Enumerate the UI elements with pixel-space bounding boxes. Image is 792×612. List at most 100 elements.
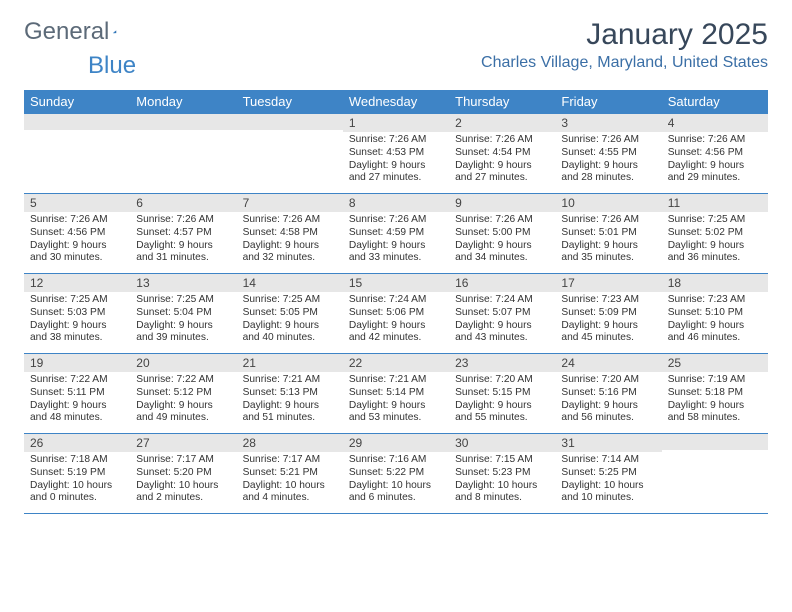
month-title: January 2025 [481,18,768,52]
day-number: 16 [449,274,555,292]
sail-icon [113,22,117,42]
day-details: Sunrise: 7:17 AMSunset: 5:20 PMDaylight:… [130,452,236,513]
day-number [24,114,130,130]
day-details: Sunrise: 7:26 AMSunset: 4:53 PMDaylight:… [343,132,449,193]
day-details: Sunrise: 7:26 AMSunset: 4:59 PMDaylight:… [343,212,449,273]
calendar-cell: 25Sunrise: 7:19 AMSunset: 5:18 PMDayligh… [662,353,768,433]
calendar-cell: 18Sunrise: 7:23 AMSunset: 5:10 PMDayligh… [662,273,768,353]
calendar-cell: 12Sunrise: 7:25 AMSunset: 5:03 PMDayligh… [24,273,130,353]
day-number: 24 [555,354,661,372]
day-details: Sunrise: 7:25 AMSunset: 5:05 PMDaylight:… [237,292,343,353]
day-number: 12 [24,274,130,292]
calendar-cell: 13Sunrise: 7:25 AMSunset: 5:04 PMDayligh… [130,273,236,353]
day-header-thursday: Thursday [449,90,555,113]
calendar-header-row: Sunday Monday Tuesday Wednesday Thursday… [24,90,768,113]
calendar-cell: 19Sunrise: 7:22 AMSunset: 5:11 PMDayligh… [24,353,130,433]
calendar-cell: 21Sunrise: 7:21 AMSunset: 5:13 PMDayligh… [237,353,343,433]
calendar-cell: 8Sunrise: 7:26 AMSunset: 4:59 PMDaylight… [343,193,449,273]
calendar-week: 26Sunrise: 7:18 AMSunset: 5:19 PMDayligh… [24,433,768,514]
calendar-table: Sunday Monday Tuesday Wednesday Thursday… [24,90,768,514]
day-details: Sunrise: 7:26 AMSunset: 5:00 PMDaylight:… [449,212,555,273]
day-number: 30 [449,434,555,452]
day-number: 19 [24,354,130,372]
day-number: 28 [237,434,343,452]
day-header-monday: Monday [130,90,236,113]
day-number: 2 [449,114,555,132]
day-details: Sunrise: 7:26 AMSunset: 4:54 PMDaylight:… [449,132,555,193]
calendar-cell: 22Sunrise: 7:21 AMSunset: 5:14 PMDayligh… [343,353,449,433]
day-details: Sunrise: 7:22 AMSunset: 5:12 PMDaylight:… [130,372,236,433]
day-details: Sunrise: 7:15 AMSunset: 5:23 PMDaylight:… [449,452,555,513]
day-number: 14 [237,274,343,292]
day-number: 18 [662,274,768,292]
calendar-week: 1Sunrise: 7:26 AMSunset: 4:53 PMDaylight… [24,113,768,193]
brand-part1: General [24,18,109,46]
day-number: 9 [449,194,555,212]
day-details: Sunrise: 7:26 AMSunset: 4:57 PMDaylight:… [130,212,236,273]
day-number [662,434,768,450]
calendar-cell: 2Sunrise: 7:26 AMSunset: 4:54 PMDaylight… [449,113,555,193]
day-header-wednesday: Wednesday [343,90,449,113]
day-number: 31 [555,434,661,452]
calendar-cell: 15Sunrise: 7:24 AMSunset: 5:06 PMDayligh… [343,273,449,353]
calendar-cell: 26Sunrise: 7:18 AMSunset: 5:19 PMDayligh… [24,433,130,514]
day-details: Sunrise: 7:18 AMSunset: 5:19 PMDaylight:… [24,452,130,513]
day-number: 13 [130,274,236,292]
calendar-cell: 3Sunrise: 7:26 AMSunset: 4:55 PMDaylight… [555,113,661,193]
calendar-cell: 30Sunrise: 7:15 AMSunset: 5:23 PMDayligh… [449,433,555,514]
day-number: 6 [130,194,236,212]
day-number: 11 [662,194,768,212]
calendar-cell: 7Sunrise: 7:26 AMSunset: 4:58 PMDaylight… [237,193,343,273]
calendar-cell: 20Sunrise: 7:22 AMSunset: 5:12 PMDayligh… [130,353,236,433]
day-details: Sunrise: 7:26 AMSunset: 4:56 PMDaylight:… [662,132,768,193]
day-number: 5 [24,194,130,212]
calendar-cell: 14Sunrise: 7:25 AMSunset: 5:05 PMDayligh… [237,273,343,353]
day-header-tuesday: Tuesday [237,90,343,113]
calendar-week: 19Sunrise: 7:22 AMSunset: 5:11 PMDayligh… [24,353,768,433]
day-number: 17 [555,274,661,292]
day-number [237,114,343,130]
calendar-cell [662,433,768,514]
day-number: 21 [237,354,343,372]
calendar-cell: 16Sunrise: 7:24 AMSunset: 5:07 PMDayligh… [449,273,555,353]
day-number: 3 [555,114,661,132]
calendar-week: 5Sunrise: 7:26 AMSunset: 4:56 PMDaylight… [24,193,768,273]
day-number: 22 [343,354,449,372]
calendar-cell: 4Sunrise: 7:26 AMSunset: 4:56 PMDaylight… [662,113,768,193]
day-details [24,130,130,184]
day-header-sunday: Sunday [24,90,130,113]
day-number: 23 [449,354,555,372]
calendar-cell: 24Sunrise: 7:20 AMSunset: 5:16 PMDayligh… [555,353,661,433]
calendar-cell: 27Sunrise: 7:17 AMSunset: 5:20 PMDayligh… [130,433,236,514]
calendar-cell: 11Sunrise: 7:25 AMSunset: 5:02 PMDayligh… [662,193,768,273]
day-number: 10 [555,194,661,212]
location-line: Charles Village, Maryland, United States [481,54,768,72]
day-number: 20 [130,354,236,372]
calendar-cell: 6Sunrise: 7:26 AMSunset: 4:57 PMDaylight… [130,193,236,273]
day-details: Sunrise: 7:21 AMSunset: 5:13 PMDaylight:… [237,372,343,433]
calendar-cell: 10Sunrise: 7:26 AMSunset: 5:01 PMDayligh… [555,193,661,273]
title-block: January 2025 Charles Village, Maryland, … [481,18,768,80]
calendar-cell: 5Sunrise: 7:26 AMSunset: 4:56 PMDaylight… [24,193,130,273]
day-details: Sunrise: 7:17 AMSunset: 5:21 PMDaylight:… [237,452,343,513]
day-number: 26 [24,434,130,452]
calendar-cell [130,113,236,193]
day-number [130,114,236,130]
day-details: Sunrise: 7:23 AMSunset: 5:09 PMDaylight:… [555,292,661,353]
day-number: 1 [343,114,449,132]
calendar-cell: 28Sunrise: 7:17 AMSunset: 5:21 PMDayligh… [237,433,343,514]
day-number: 4 [662,114,768,132]
day-number: 15 [343,274,449,292]
calendar-page: General January 2025 Charles Village, Ma… [0,0,792,532]
calendar-cell [24,113,130,193]
day-number: 7 [237,194,343,212]
day-number: 8 [343,194,449,212]
day-details [662,450,768,504]
day-details: Sunrise: 7:16 AMSunset: 5:22 PMDaylight:… [343,452,449,513]
day-number: 25 [662,354,768,372]
day-details: Sunrise: 7:25 AMSunset: 5:03 PMDaylight:… [24,292,130,353]
day-details: Sunrise: 7:26 AMSunset: 4:58 PMDaylight:… [237,212,343,273]
day-details: Sunrise: 7:26 AMSunset: 4:56 PMDaylight:… [24,212,130,273]
calendar-cell: 9Sunrise: 7:26 AMSunset: 5:00 PMDaylight… [449,193,555,273]
day-details: Sunrise: 7:20 AMSunset: 5:16 PMDaylight:… [555,372,661,433]
